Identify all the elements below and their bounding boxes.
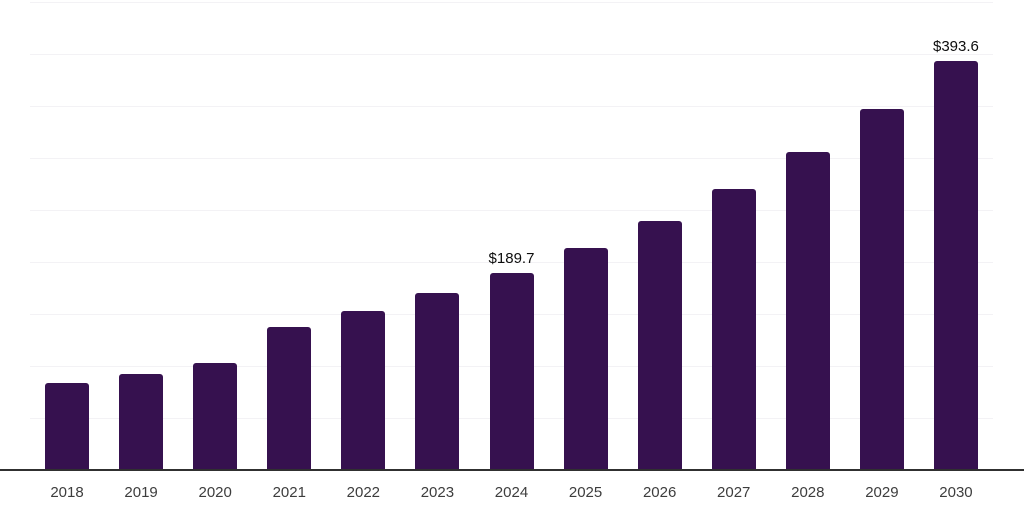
bar-2021 xyxy=(267,327,312,470)
x-axis-label-2029: 2029 xyxy=(865,484,899,501)
gridline xyxy=(30,53,993,55)
bar-2029 xyxy=(859,109,904,470)
bar-2025 xyxy=(563,247,608,470)
x-axis-label-2023: 2023 xyxy=(420,484,455,501)
gridline xyxy=(30,105,993,107)
bar-2026 xyxy=(637,221,682,470)
x-axis-label-2028: 2028 xyxy=(791,484,825,501)
x-axis-label-2027: 2027 xyxy=(717,484,751,501)
bar-value-label-2030: $393.6 xyxy=(933,37,979,55)
bar-value-label-2024: $189.7 xyxy=(488,249,535,267)
gridline xyxy=(30,261,993,263)
x-axis-label-2020: 2020 xyxy=(198,484,232,501)
x-axis-label-2018: 2018 xyxy=(50,484,84,501)
x-axis-label-2022: 2022 xyxy=(346,484,381,501)
gridline xyxy=(30,157,993,159)
bar-2028 xyxy=(785,151,830,470)
bar-2019 xyxy=(119,374,164,470)
x-axis-label-2024: 2024 xyxy=(494,484,529,501)
x-axis-label-2026: 2026 xyxy=(642,484,677,501)
bar-2022 xyxy=(341,310,386,470)
bar-2020 xyxy=(193,362,238,470)
bar-2024 xyxy=(489,272,534,470)
gridline xyxy=(30,1,993,3)
bar-2018 xyxy=(45,382,90,470)
bar-2027 xyxy=(711,188,756,470)
bar-2030 xyxy=(933,60,978,470)
x-axis-label-2030: 2030 xyxy=(939,484,973,501)
x-axis-label-2021: 2021 xyxy=(272,484,306,501)
x-axis-label-2025: 2025 xyxy=(568,484,603,501)
plot-area: 2018 2019 2020 2021 2022 2023 $189.7 2024 2025 20… xyxy=(30,0,993,512)
bar-2023 xyxy=(415,292,460,470)
x-axis-line xyxy=(0,469,1024,471)
x-axis-label-2019: 2019 xyxy=(124,484,158,501)
gridline xyxy=(30,209,993,211)
